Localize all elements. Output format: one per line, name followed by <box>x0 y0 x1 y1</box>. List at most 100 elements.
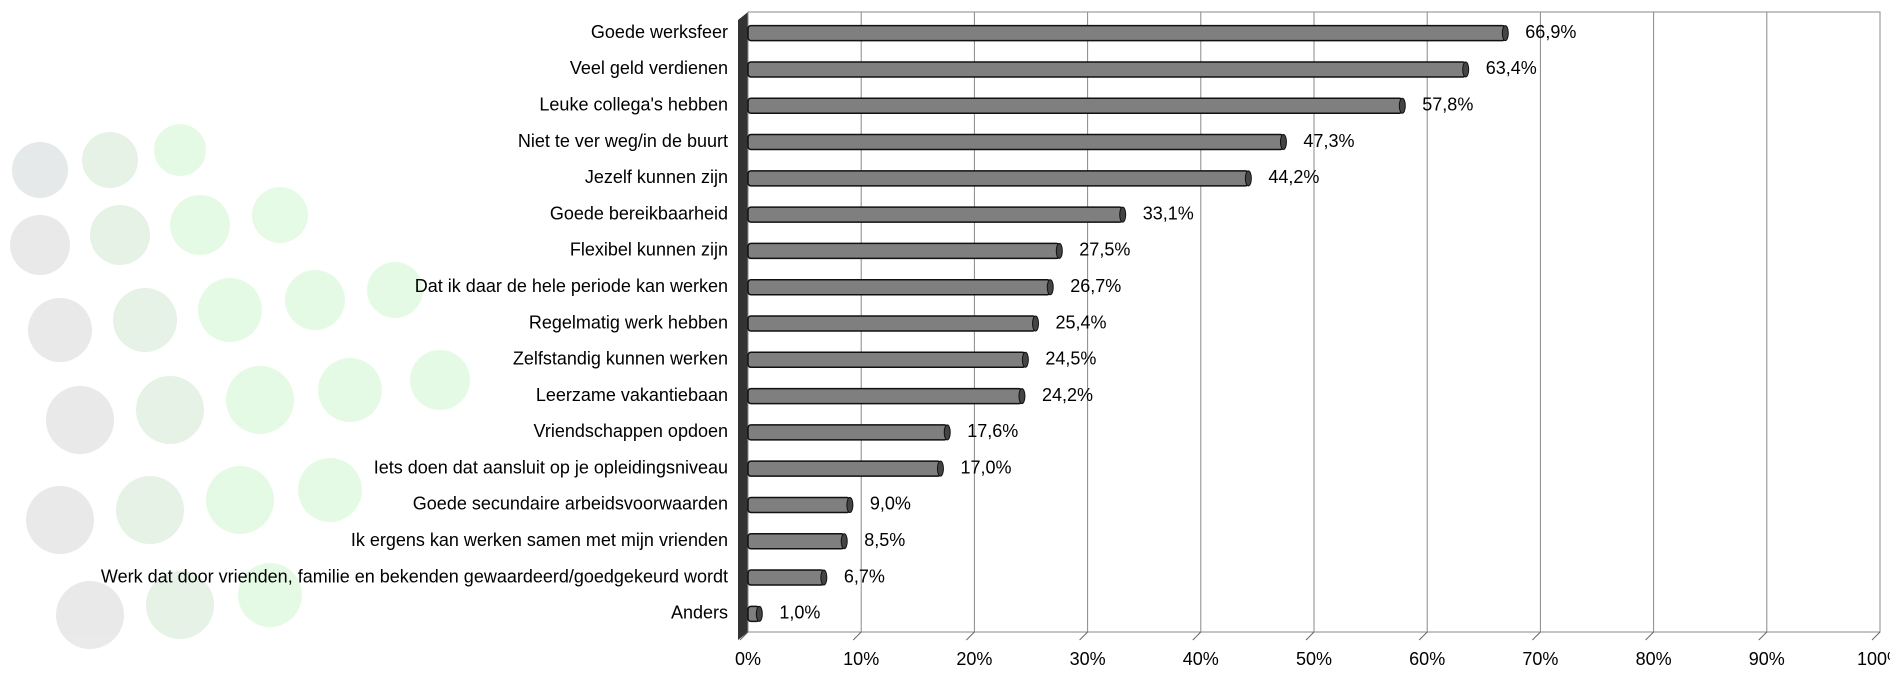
dot <box>56 581 124 649</box>
value-label: 27,5% <box>1079 240 1130 260</box>
y-tick-label: Ik ergens kan werken samen met mijn vrie… <box>351 530 728 550</box>
bar-cap <box>1021 351 1029 368</box>
dot <box>170 195 230 255</box>
dot <box>410 350 470 410</box>
tick-mark <box>1192 631 1202 641</box>
value-label: 33,1% <box>1143 203 1194 223</box>
bar <box>747 170 1250 187</box>
y-tick-label: Goede bereikbaarheid <box>550 203 728 223</box>
value-label: 66,9% <box>1525 22 1576 42</box>
left-wall <box>738 12 748 640</box>
bar <box>747 206 1124 223</box>
bar <box>747 97 1404 114</box>
x-tick-label: 10% <box>843 649 879 669</box>
value-label: 44,2% <box>1268 167 1319 187</box>
bar-cap <box>1046 279 1054 296</box>
dot <box>198 278 262 342</box>
dot <box>113 288 177 352</box>
bar-cap <box>1462 61 1470 78</box>
x-tick-label: 90% <box>1749 649 1785 669</box>
x-tick-label: 60% <box>1409 649 1445 669</box>
dot <box>82 132 138 188</box>
bar <box>747 133 1285 151</box>
bar-cap <box>1032 315 1040 332</box>
bar <box>747 460 942 477</box>
y-tick-label: Niet te ver weg/in de buurt <box>518 131 728 151</box>
tick-mark <box>1532 631 1541 641</box>
value-label: 9,0% <box>870 494 911 514</box>
y-tick-label: Goede werksfeer <box>591 22 728 42</box>
y-tick-label: Veel geld verdienen <box>570 58 728 78</box>
tick-mark <box>1418 631 1428 641</box>
dot <box>12 142 68 198</box>
x-tick-label: 100% <box>1857 649 1890 669</box>
dot <box>285 270 345 330</box>
value-label: 47,3% <box>1303 131 1354 151</box>
dot <box>154 124 206 176</box>
bar <box>747 61 1467 78</box>
bar-cap <box>840 533 848 550</box>
bar-cap <box>943 424 951 441</box>
value-label: 17,6% <box>967 421 1018 441</box>
value-label: 24,5% <box>1045 349 1096 369</box>
value-label: 8,5% <box>864 530 905 550</box>
dot <box>10 215 70 275</box>
dot <box>367 262 423 318</box>
bar <box>747 278 1051 296</box>
dot <box>136 376 204 444</box>
background-dots <box>10 124 470 649</box>
tick-mark <box>1305 631 1315 641</box>
bar-cap <box>1501 25 1509 42</box>
tick-mark <box>739 631 749 641</box>
bar-cap <box>936 460 944 477</box>
x-tick-label: 50% <box>1296 649 1332 669</box>
value-label: 17,0% <box>960 457 1011 477</box>
bar <box>747 315 1037 332</box>
dot <box>116 476 184 544</box>
x-tick-label: 20% <box>956 649 992 669</box>
y-tick-label: Zelfstandig kunnen werken <box>513 349 728 369</box>
dot <box>238 563 302 627</box>
tick-mark <box>966 631 975 641</box>
dot <box>146 571 214 639</box>
bar <box>747 424 948 441</box>
bar <box>747 351 1027 369</box>
x-tick-label: 70% <box>1522 649 1558 669</box>
bar-cap <box>755 605 763 622</box>
dot <box>226 366 294 434</box>
value-label: 1,0% <box>779 603 820 623</box>
y-tick-label: Werk dat door vrienden, familie en beken… <box>101 566 728 586</box>
bar-cap <box>1279 134 1287 151</box>
dot <box>298 458 362 522</box>
bar <box>747 242 1061 260</box>
bar-cap <box>820 569 828 586</box>
bar-cap <box>1398 97 1406 114</box>
tick-mark <box>1871 631 1881 641</box>
y-tick-label: Regelmatig werk hebben <box>529 312 728 332</box>
bar <box>747 24 1507 42</box>
x-tick-label: 40% <box>1183 649 1219 669</box>
x-tick-label: 30% <box>1070 649 1106 669</box>
value-label: 25,4% <box>1056 312 1107 332</box>
y-tick-label: Dat ik daar de hele periode kan werken <box>415 276 728 296</box>
bar <box>747 496 851 514</box>
value-label: 63,4% <box>1486 58 1537 78</box>
y-tick-label: Jezelf kunnen zijn <box>585 167 728 187</box>
dot <box>28 298 92 362</box>
bar <box>747 533 845 550</box>
tick-mark <box>852 631 862 641</box>
tick-mark <box>1645 631 1654 641</box>
x-tick-label: 0% <box>735 649 761 669</box>
y-tick-label: Iets doen dat aansluit op je opleidingsn… <box>374 457 728 477</box>
tick-mark <box>1079 631 1088 641</box>
x-tick-label: 80% <box>1636 649 1672 669</box>
value-label: 57,8% <box>1422 94 1473 114</box>
value-label: 6,7% <box>844 566 885 586</box>
bar <box>747 569 825 586</box>
y-tick-label: Leerzame vakantiebaan <box>536 385 728 405</box>
tick-mark <box>1758 631 1768 641</box>
bar-cap <box>1018 388 1026 405</box>
value-label: 26,7% <box>1070 276 1121 296</box>
y-tick-label: Flexibel kunnen zijn <box>570 240 728 260</box>
